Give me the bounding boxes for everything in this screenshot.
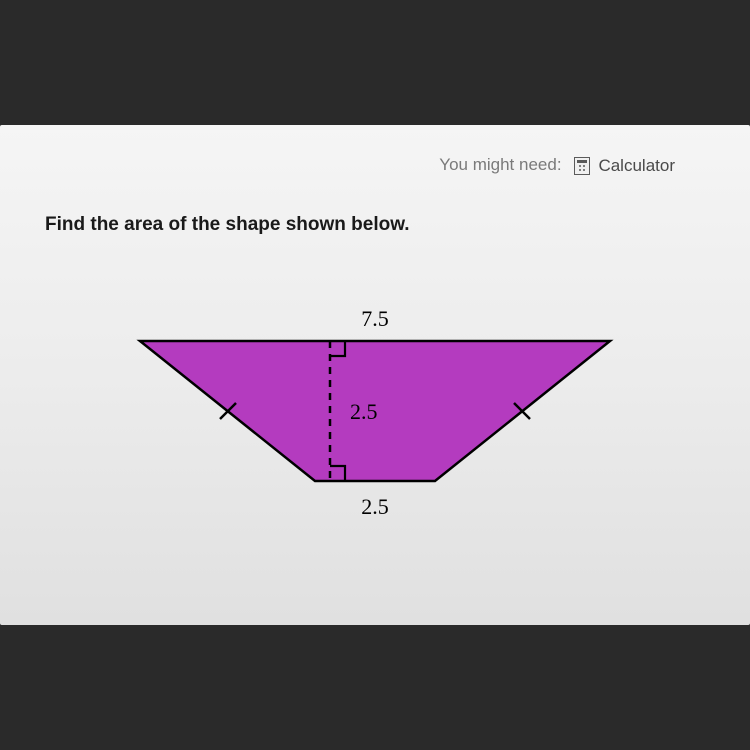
diagram-container: 7.5 2.5 2.5 bbox=[45, 286, 705, 546]
label-bottom-base: 2.5 bbox=[361, 494, 389, 519]
hint-bar: You might need: Calculator bbox=[45, 155, 705, 176]
label-top-base: 7.5 bbox=[361, 306, 389, 331]
worksheet-page: You might need: Calculator Find the area… bbox=[0, 125, 750, 625]
label-height: 2.5 bbox=[350, 399, 378, 424]
calculator-icon bbox=[574, 157, 590, 175]
calculator-label[interactable]: Calculator bbox=[598, 156, 675, 175]
trapezoid-diagram: 7.5 2.5 2.5 bbox=[105, 286, 645, 546]
question-text: Find the area of the shape shown below. bbox=[45, 214, 705, 236]
hint-prefix: You might need: bbox=[439, 155, 561, 174]
